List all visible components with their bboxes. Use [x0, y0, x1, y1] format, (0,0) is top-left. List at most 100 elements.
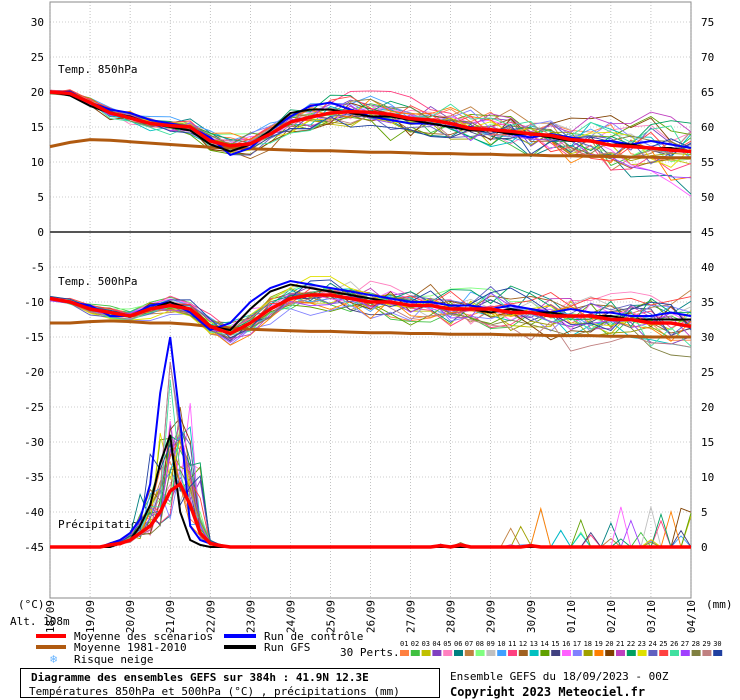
- member-number: 08: [476, 640, 484, 648]
- y-tick-left: -35: [24, 471, 44, 484]
- member-number: 09: [486, 640, 494, 648]
- y-tick-left: 10: [31, 156, 44, 169]
- member-swatch: [443, 650, 453, 656]
- member-number: 30: [713, 640, 721, 648]
- y-tick-left: -5: [31, 261, 44, 274]
- x-tick-label: 19/09: [84, 600, 97, 633]
- member-swatch: [475, 650, 485, 656]
- member-number: 13: [530, 640, 538, 648]
- x-tick-label: 03/10: [645, 600, 658, 633]
- run-info: Ensemble GEFS du 18/09/2023 - 00Z: [450, 670, 669, 683]
- legend-gfs-label: Run GFS: [264, 641, 310, 654]
- member-number: 29: [702, 640, 710, 648]
- member-number: 25: [659, 640, 667, 648]
- x-tick-label: 21/09: [164, 600, 177, 633]
- member-number: 17: [573, 640, 581, 648]
- member-swatch: [497, 650, 507, 656]
- member-number: 10: [497, 640, 505, 648]
- member-number: 07: [465, 640, 473, 648]
- y-tick-left: 20: [31, 86, 44, 99]
- y-tick-left: -40: [24, 506, 44, 519]
- y-tick-right: 60: [701, 121, 714, 134]
- member-number: 20: [605, 640, 613, 648]
- member-swatch: [670, 650, 679, 656]
- ensemble-member-t850: [49, 90, 692, 160]
- x-tick-label: 26/09: [365, 600, 378, 633]
- ensemble-member-t500: [49, 287, 692, 348]
- right-axis-unit: (mm): [706, 598, 733, 611]
- y-tick-right: 50: [701, 191, 714, 204]
- member-number: 12: [519, 640, 527, 648]
- x-tick-label: 30/09: [525, 600, 538, 633]
- member-number: 19: [594, 640, 602, 648]
- member-swatch: [400, 650, 409, 656]
- y-tick-right: 45: [701, 226, 714, 239]
- y-tick-left: 0: [37, 226, 44, 239]
- altitude-label: Alt. 108m: [10, 615, 70, 628]
- y-tick-right: 25: [701, 366, 714, 379]
- member-swatch: [605, 650, 615, 656]
- y-tick-left: -25: [24, 401, 44, 414]
- member-swatch: [540, 650, 550, 656]
- y-tick-right: 35: [701, 296, 714, 309]
- y-tick-right: 40: [701, 261, 714, 274]
- legend-snow-label: Risque neige: [74, 653, 153, 666]
- x-tick-label: 28/09: [445, 600, 458, 633]
- legend-mean-label: Moyenne des scénarios: [74, 630, 213, 643]
- member-swatch: [518, 650, 528, 656]
- member-swatch: [572, 650, 582, 656]
- left-axis-unit: (°C): [18, 598, 45, 611]
- member-swatch: [713, 650, 723, 656]
- x-tick-label: 29/09: [485, 600, 498, 633]
- member-swatch: [432, 650, 442, 656]
- member-swatch: [680, 650, 690, 656]
- mean-precip: [50, 481, 691, 549]
- x-tick-label: 01/10: [565, 600, 578, 633]
- member-number: 03: [422, 640, 430, 648]
- chart-subtitle: Températures 850hPa et 500hPa (°C) , pré…: [29, 685, 400, 698]
- member-swatch: [594, 650, 604, 656]
- y-tick-right: 30: [701, 331, 714, 344]
- chart-title-box: Diagramme des ensembles GEFS sur 384h : …: [20, 668, 440, 698]
- member-number: 21: [616, 640, 624, 648]
- ensemble-member-t850: [49, 89, 692, 172]
- mean-t850: [49, 90, 692, 154]
- member-swatch: [583, 650, 593, 656]
- member-swatch: [702, 650, 712, 656]
- y-tick-left: -10: [24, 296, 44, 309]
- member-swatch: [626, 650, 636, 656]
- member-swatch: [616, 650, 625, 656]
- y-tick-right: 5: [701, 506, 708, 519]
- member-number: 26: [670, 640, 678, 648]
- y-tick-right: 0: [701, 541, 708, 554]
- x-tick-label: 04/10: [685, 600, 698, 633]
- member-swatch: [410, 650, 420, 656]
- member-swatch: [508, 650, 517, 656]
- x-tick-label: 02/10: [605, 600, 618, 633]
- member-number: 24: [648, 640, 656, 648]
- panel-label-precip: Précipitations: [58, 518, 151, 531]
- member-number: 14: [540, 640, 548, 648]
- y-tick-right: 55: [701, 156, 714, 169]
- member-swatch: [464, 650, 474, 656]
- y-tick-right: 10: [701, 471, 714, 484]
- x-tick-label: 20/09: [124, 600, 137, 633]
- member-swatch: [659, 650, 669, 656]
- y-tick-right: 70: [701, 51, 714, 64]
- x-tick-label: 23/09: [244, 600, 257, 633]
- y-tick-right: 75: [701, 16, 714, 29]
- snowflake-icon: ❄: [50, 652, 57, 666]
- member-number: 11: [508, 640, 516, 648]
- member-number: 06: [454, 640, 462, 648]
- legend-control-label: Run de contrôle: [264, 630, 363, 643]
- x-tick-label: 22/09: [204, 600, 217, 633]
- ensemble-member-t850: [49, 92, 692, 154]
- member-swatch: [551, 650, 561, 656]
- member-number: 05: [443, 640, 451, 648]
- y-tick-left: -20: [24, 366, 44, 379]
- copyright: Copyright 2023 Meteociel.fr: [450, 685, 646, 699]
- climatology-t850: [49, 138, 691, 160]
- x-tick-label: 24/09: [284, 600, 297, 633]
- y-tick-left: 5: [37, 191, 44, 204]
